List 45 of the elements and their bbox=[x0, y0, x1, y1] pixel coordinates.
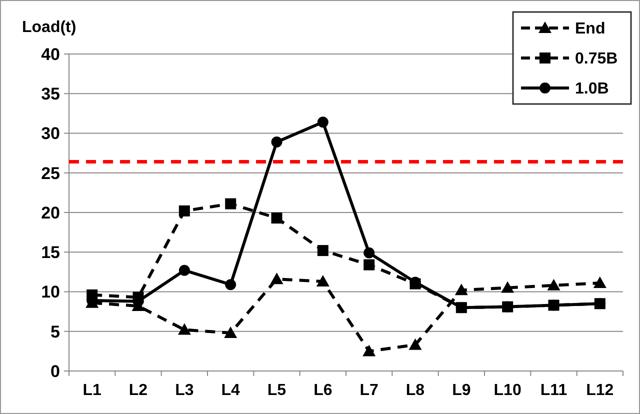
legend-label: 0.75B bbox=[575, 50, 618, 68]
y-axis-title: Load(t) bbox=[22, 19, 76, 36]
x-tick-label: L5 bbox=[267, 382, 286, 399]
legend-label: 1.0B bbox=[575, 80, 609, 98]
point bbox=[364, 247, 375, 258]
x-tick-label: L2 bbox=[128, 382, 148, 399]
legend-label: End bbox=[575, 20, 606, 38]
x-tick-label: L10 bbox=[494, 382, 522, 399]
x-tick-label: L3 bbox=[175, 382, 194, 399]
point bbox=[317, 116, 328, 128]
x-tick-label: L7 bbox=[360, 382, 379, 399]
point bbox=[178, 323, 191, 335]
y-tick-label: 25 bbox=[41, 164, 60, 183]
point bbox=[317, 245, 328, 256]
x-tick-label: L4 bbox=[221, 382, 240, 399]
point bbox=[501, 281, 514, 293]
point bbox=[178, 264, 190, 276]
point bbox=[224, 326, 238, 338]
point bbox=[362, 344, 376, 356]
x-tick-label: L12 bbox=[586, 382, 614, 399]
point bbox=[225, 279, 236, 290]
y-tick-label: 35 bbox=[41, 84, 60, 104]
x-tick-label: L11 bbox=[540, 382, 568, 399]
y-tick-label: 15 bbox=[41, 243, 60, 262]
y-tick-label: 20 bbox=[41, 203, 60, 222]
y-tick-label: 5 bbox=[50, 322, 60, 342]
point bbox=[225, 198, 236, 210]
y-tick-label: 40 bbox=[41, 44, 60, 64]
y-tick-label: 10 bbox=[41, 282, 60, 302]
point bbox=[408, 338, 422, 350]
point bbox=[270, 272, 284, 284]
point bbox=[271, 212, 282, 224]
y-tick-label: 0 bbox=[50, 362, 60, 381]
x-tick-label: L6 bbox=[314, 382, 332, 399]
point bbox=[178, 205, 190, 216]
x-tick-label: L8 bbox=[406, 382, 425, 399]
y-tick-label: 30 bbox=[41, 124, 60, 144]
x-tick-label: L1 bbox=[82, 382, 102, 399]
point bbox=[547, 278, 560, 290]
x-tick-label: L9 bbox=[452, 382, 471, 399]
point bbox=[271, 136, 282, 148]
point bbox=[316, 274, 330, 286]
point bbox=[364, 259, 375, 270]
point bbox=[593, 276, 606, 288]
point bbox=[454, 284, 468, 296]
